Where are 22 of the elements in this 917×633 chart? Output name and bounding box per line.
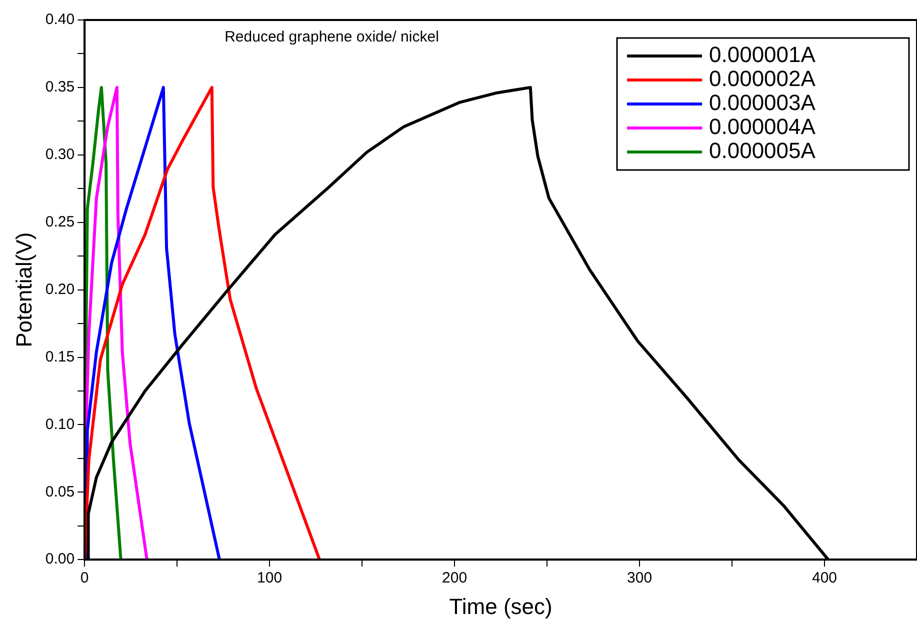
y-tick-label: 0.05	[45, 483, 75, 500]
x-tick-label: 200	[442, 570, 468, 587]
legend-label: 0.000004A	[709, 114, 816, 140]
y-tick-label: 0.35	[45, 78, 75, 96]
legend-label: 0.000002A	[709, 66, 816, 92]
x-tick-label: 300	[627, 570, 652, 587]
y-tick-label: 0.40	[45, 11, 75, 28]
y-tick-label: 0.20	[45, 280, 75, 298]
text: Reduced graphene oxide/ nickel	[224, 28, 439, 46]
y-tick-label: 0.25	[45, 213, 75, 230]
y-tick-label: 0.15	[45, 348, 75, 366]
legend-label: 0.000001A	[709, 42, 816, 68]
y-axis-title: Potential(V)	[11, 232, 36, 348]
y-tick-label: 0.00	[45, 550, 75, 568]
x-tick-label: 400	[812, 570, 838, 587]
x-tick-label: 100	[257, 570, 282, 587]
legend-label: 0.000005A	[709, 138, 816, 164]
x-axis-title: Time (sec)	[449, 594, 552, 619]
legend-label: 0.000003A	[709, 90, 816, 116]
y-tick-label: 0.30	[45, 146, 75, 164]
y-tick-label: 0.10	[45, 416, 75, 433]
x-tick-label: 0	[80, 570, 89, 587]
